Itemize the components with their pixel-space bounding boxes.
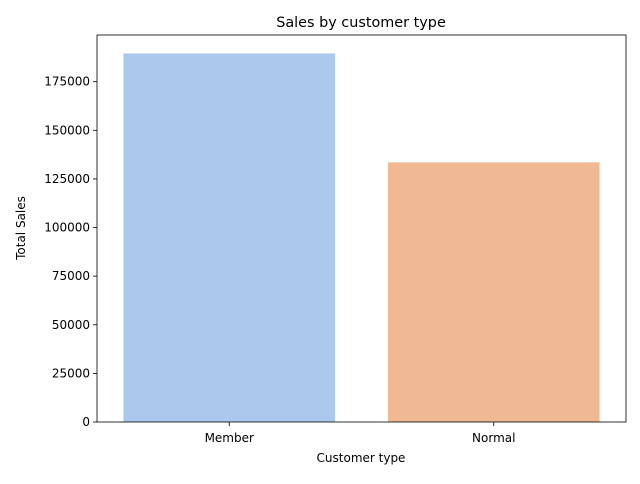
- y-tick-label-0: 0: [82, 415, 90, 429]
- y-tick-label-75000: 75000: [52, 269, 90, 283]
- y-tick-label-175000: 175000: [44, 75, 90, 89]
- y-tick-label-50000: 50000: [52, 318, 90, 332]
- y-tick-label-150000: 150000: [44, 123, 90, 137]
- chart-title: Sales by customer type: [276, 15, 446, 31]
- y-tick-label-25000: 25000: [52, 366, 90, 380]
- bar-member: [123, 53, 336, 422]
- x-tick-label-normal: Normal: [472, 431, 515, 445]
- y-axis-label: Total Sales: [14, 196, 28, 261]
- x-axis-label: Customer type: [317, 451, 406, 465]
- y-tick-label-100000: 100000: [44, 221, 90, 235]
- plot-area: Member Normal 0 25000 50000 75000 100000 125000…: [44, 34, 627, 445]
- axes-frame: [96, 34, 627, 423]
- x-tick-label-member: Member: [205, 431, 254, 445]
- y-tick-label-125000: 125000: [44, 172, 90, 186]
- bar-normal: [387, 162, 600, 422]
